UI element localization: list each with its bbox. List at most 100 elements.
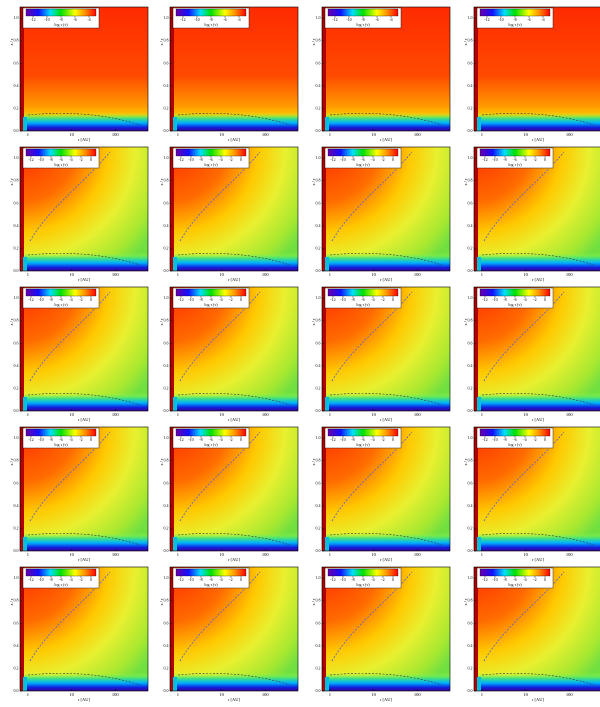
- panel: 0.0 0.2 0.4 0.6 0.8 1.0 1 10 100 r [AU] z / r -12 -1…: [311, 6, 451, 142]
- midplane-band: [474, 533, 600, 551]
- colorbar-tick-label: -4: [219, 297, 222, 302]
- midplane-band: [474, 673, 600, 691]
- contour: [179, 571, 261, 662]
- colorbar-tick-label: -4: [69, 577, 72, 582]
- inner-edge: [20, 287, 24, 411]
- y-tick-label: 0.8: [468, 458, 473, 463]
- y-tick-label: 0.6: [164, 60, 169, 65]
- y-tick-label: 1.0: [164, 575, 169, 580]
- y-tick-label: 0.4: [164, 503, 169, 508]
- colorbar-tick-label: -4: [371, 157, 374, 162]
- contour: [483, 571, 565, 662]
- colorbar-tick-label: -2: [533, 157, 536, 162]
- y-axis-label: z / r: [9, 38, 14, 45]
- y-axis-label: z / r: [159, 598, 164, 605]
- colorbar-tick-label: -10: [492, 437, 497, 442]
- inner-edge: [322, 567, 326, 691]
- y-tick-label: 0.4: [316, 503, 321, 508]
- colorbar-tick-label: -2: [229, 577, 232, 582]
- colorbar-tick-label: -6: [209, 577, 212, 582]
- plot-frame: [169, 286, 299, 412]
- colorbar-tick-label: -8: [59, 17, 62, 22]
- colorbar-tick-label: -2: [381, 577, 384, 582]
- colorbar-tick-label: -10: [340, 437, 345, 442]
- colorbar: [175, 288, 247, 297]
- y-tick-label: 1.0: [164, 295, 169, 300]
- colorbar-label: log τ (ν): [204, 442, 218, 447]
- colorbar-label: log τ (ν): [508, 22, 522, 27]
- inner-cavity: [23, 397, 27, 411]
- inner-edge: [170, 287, 174, 411]
- colorbar-tick-label: -6: [223, 17, 226, 22]
- panel: 0.0 0.2 0.4 0.6 0.8 1.0 1 10 100 r [AU] z / r -12 -1…: [463, 6, 600, 142]
- panel: 0.0 0.2 0.4 0.6 0.8 1.0 1 10 100 r [AU] z / r -12 -1…: [463, 566, 600, 702]
- colorbar-label: log τ (ν): [204, 302, 218, 307]
- y-tick-label: 1.0: [164, 15, 169, 20]
- y-tick-label: 0.6: [468, 620, 473, 625]
- colorbar: [327, 288, 399, 297]
- colorbar-tick-label: -12: [178, 437, 183, 442]
- inner-cavity: [325, 537, 329, 551]
- colorbar: [25, 568, 97, 577]
- x-tick-label: 100: [112, 552, 120, 557]
- y-tick-label: 0.4: [468, 643, 473, 648]
- colorbar-tick-label: -2: [79, 437, 82, 442]
- x-tick-label: 10: [69, 552, 74, 557]
- y-tick-label: 0.4: [468, 503, 473, 508]
- colorbar-tick-label: -10: [492, 157, 497, 162]
- y-tick-label: 0.2: [14, 665, 19, 670]
- contour: [329, 393, 443, 406]
- y-axis-label: z / r: [311, 38, 316, 45]
- colorbar-tick-label: -10: [38, 157, 43, 162]
- x-tick-label: 10: [523, 552, 528, 557]
- colorbar-label: log τ (ν): [508, 302, 522, 307]
- y-tick-label: 0.0: [14, 548, 19, 553]
- contour: [177, 533, 291, 546]
- colorbar-tick-label: -8: [49, 577, 52, 582]
- x-axis-label: r [AU]: [532, 277, 545, 282]
- inner-cavity: [173, 117, 177, 131]
- contour: [331, 431, 413, 522]
- colorbar: [175, 568, 247, 577]
- y-tick-label: 0.4: [468, 223, 473, 228]
- y-tick-label: 1.0: [468, 295, 473, 300]
- y-tick-label: 1.0: [316, 295, 321, 300]
- x-tick-label: 1: [27, 412, 29, 417]
- y-tick-label: 0.4: [316, 83, 321, 88]
- x-tick-label: 10: [371, 132, 376, 137]
- midplane-band: [474, 393, 600, 411]
- plot-frame: [19, 566, 149, 692]
- colorbar-tick-label: -2: [381, 157, 384, 162]
- inner-edge: [474, 287, 478, 411]
- y-tick-label: 0.8: [468, 38, 473, 43]
- y-tick-label: 0.8: [316, 458, 321, 463]
- colorbar-tick-label: 0: [240, 297, 242, 302]
- colorbar-tick-label: -12: [178, 577, 183, 582]
- y-tick-label: 0.2: [14, 105, 19, 110]
- y-tick-label: 0.2: [14, 245, 19, 250]
- midplane-band: [322, 533, 450, 551]
- y-tick-label: 1.0: [14, 295, 19, 300]
- inner-edge: [322, 427, 326, 551]
- midplane-band: [170, 533, 298, 551]
- x-tick-label: 1: [27, 272, 29, 277]
- inner-edge: [20, 567, 24, 691]
- colorbar-tick-label: -6: [73, 17, 76, 22]
- contour: [331, 151, 413, 242]
- panel: 0.0 0.2 0.4 0.6 0.8 1.0 1 10 100 r [AU] z / r -12 -1…: [311, 286, 451, 422]
- colorbar-tick-label: -8: [199, 437, 202, 442]
- colorbar: [175, 148, 247, 157]
- colorbar-tick-label: -12: [28, 577, 33, 582]
- colorbar-tick-label: -8: [503, 297, 506, 302]
- colorbar-tick-label: 0: [544, 297, 546, 302]
- colorbar-tick-label: -10: [188, 157, 193, 162]
- contour: [483, 291, 565, 382]
- plot-frame: [473, 286, 600, 412]
- x-tick-label: 10: [523, 692, 528, 697]
- midplane-band: [20, 393, 148, 411]
- colorbar-label: log τ (ν): [54, 22, 68, 27]
- panel: 0.0 0.2 0.4 0.6 0.8 1.0 1 10 100 r [AU] z / r -12 -1…: [9, 146, 149, 282]
- inner-edge: [170, 147, 174, 271]
- y-tick-label: 0.6: [316, 200, 321, 205]
